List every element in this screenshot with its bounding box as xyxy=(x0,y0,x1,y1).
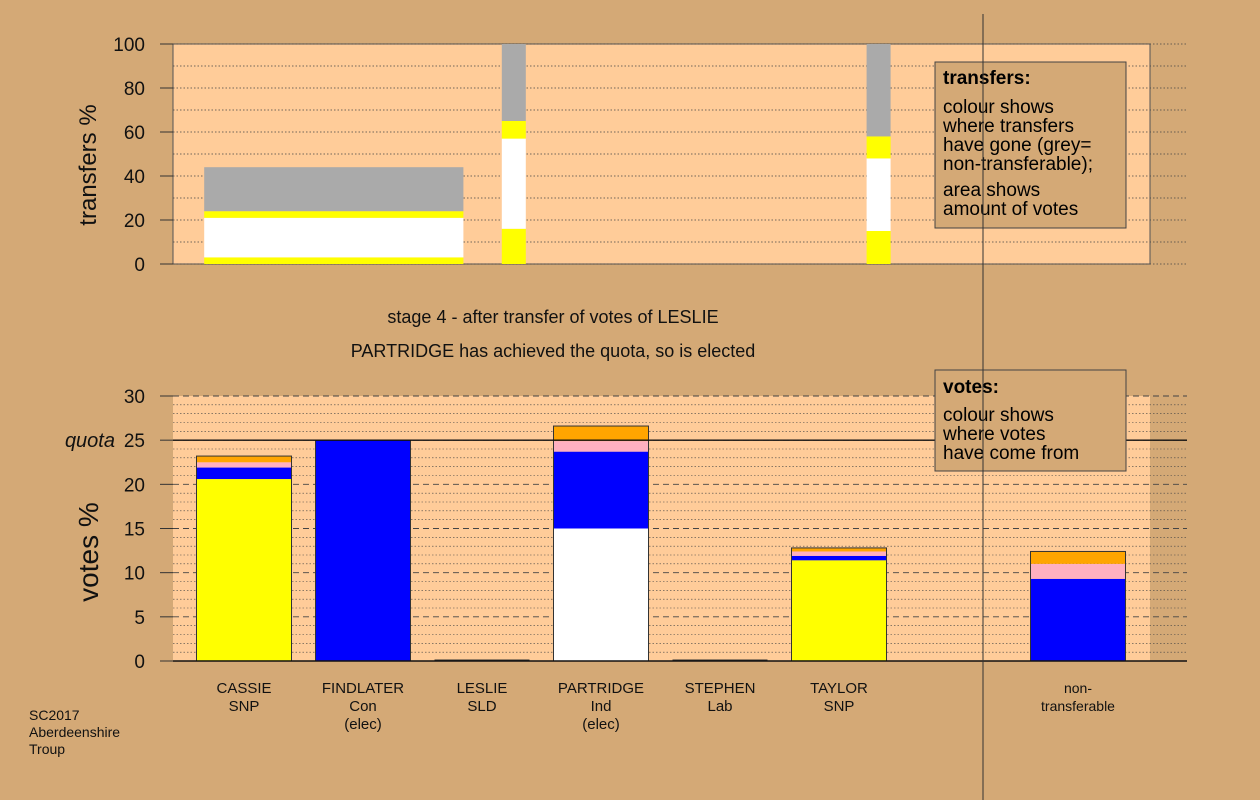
category-label: Ind xyxy=(591,698,612,715)
transfers-bar-segment xyxy=(204,167,464,212)
votes-legend-line: colour shows xyxy=(943,405,1054,426)
transfers-legend-line: where transfers xyxy=(942,116,1074,137)
category-label: PARTRIDGE xyxy=(558,680,644,697)
transfers-bar-segment xyxy=(204,257,464,264)
votes-tick-label: 15 xyxy=(124,520,145,541)
category-label: (elec) xyxy=(582,716,620,733)
transfers-legend: transfers: colour shows where transfers … xyxy=(934,61,1127,229)
transfers-legend-box xyxy=(934,61,1127,229)
category-label: non- xyxy=(1064,680,1092,696)
category-label: SNP xyxy=(824,698,855,715)
transfers-legend-title: transfers: xyxy=(943,68,1031,89)
votes-tick-label: 0 xyxy=(134,652,145,673)
transfers-legend-line: have gone (grey= xyxy=(943,135,1091,156)
transfers-bar-segment xyxy=(866,44,891,137)
votes-bar-segment xyxy=(791,551,887,556)
votes-bar-segment xyxy=(196,467,292,480)
votes-bar-segment xyxy=(315,440,411,661)
transfers-bars xyxy=(204,44,891,264)
votes-bar-segment xyxy=(553,528,649,661)
votes-bar-segment xyxy=(791,560,887,661)
transfers-tick-label: 20 xyxy=(124,211,145,232)
votes-tick-label: 25 xyxy=(124,431,145,452)
transfers-panel: 0 20 40 60 80 100 transfers % transfers: colo… xyxy=(75,35,1187,276)
transfers-legend-line: non-transferable); xyxy=(943,154,1093,175)
votes-y-axis-label: votes % xyxy=(73,502,104,602)
category-label: Lab xyxy=(707,698,732,715)
votes-category-labels: CASSIESNPFINDLATERCon(elec)LESLIESLDPART… xyxy=(216,680,1115,733)
category-label: (elec) xyxy=(344,716,382,733)
footer-line: SC2017 xyxy=(29,707,80,723)
votes-bars xyxy=(196,425,1126,662)
votes-bar-segment xyxy=(196,456,292,463)
votes-tick-label: 5 xyxy=(134,608,145,629)
category-label: SNP xyxy=(229,698,260,715)
transfers-bar-segment xyxy=(204,211,464,218)
footer-line: Aberdeenshire xyxy=(29,724,120,740)
votes-bar-segment xyxy=(553,426,649,442)
votes-bar-segment xyxy=(1030,551,1126,564)
votes-tick-label: 20 xyxy=(124,475,145,496)
transfers-tick-label: 0 xyxy=(134,255,145,276)
stage-title: stage 4 - after transfer of votes of LES… xyxy=(387,307,718,327)
footer: SC2017 Aberdeenshire Troup xyxy=(29,707,120,757)
votes-bar-segment xyxy=(1030,578,1126,661)
transfers-y-axis-label: transfers % xyxy=(75,104,102,225)
votes-tick-label: 30 xyxy=(124,387,145,408)
transfers-bar-segment xyxy=(866,158,891,231)
category-label: FINDLATER xyxy=(322,680,404,697)
votes-legend-line: have come from xyxy=(943,443,1079,464)
footer-line: Troup xyxy=(29,741,65,757)
stage-subtitle: PARTRIDGE has achieved the quota, so is … xyxy=(351,341,756,361)
category-label: TAYLOR xyxy=(810,680,868,697)
category-label: CASSIE xyxy=(216,680,271,697)
votes-tick-label: 10 xyxy=(124,564,145,585)
votes-y-ticks: 0 5 10 15 20 25 30 xyxy=(124,387,173,673)
votes-bar-segment xyxy=(791,555,887,561)
transfers-tick-label: 80 xyxy=(124,79,145,100)
transfers-legend-line: colour shows xyxy=(943,97,1054,118)
votes-bar-segment xyxy=(196,479,292,661)
votes-legend: votes: colour shows where votes have com… xyxy=(934,369,1127,472)
transfers-bar-segment xyxy=(501,44,526,121)
transfers-legend-line: amount of votes xyxy=(943,199,1078,220)
category-label: Con xyxy=(349,698,377,715)
transfers-bar-segment xyxy=(866,136,891,159)
category-label: LESLIE xyxy=(457,680,508,697)
votes-legend-line: where votes xyxy=(942,424,1045,445)
votes-bar-segment xyxy=(791,547,887,552)
votes-bar-segment xyxy=(553,441,649,452)
votes-legend-box xyxy=(934,369,1127,472)
transfers-bar-segment xyxy=(866,231,891,264)
transfers-bar-segment xyxy=(204,217,464,258)
transfers-bar-segment xyxy=(501,228,526,264)
transfers-tick-label: 40 xyxy=(124,167,145,188)
category-label: STEPHEN xyxy=(685,680,756,697)
transfers-bar-segment xyxy=(501,121,526,139)
transfers-bar-segment xyxy=(501,138,526,229)
quota-label: quota xyxy=(65,430,115,452)
transfers-tick-label: 60 xyxy=(124,123,145,144)
transfers-tick-label: 100 xyxy=(113,35,145,56)
votes-bar-segment xyxy=(1030,563,1126,579)
transfers-y-ticks: 0 20 40 60 80 100 xyxy=(113,35,173,276)
votes-bar-segment xyxy=(553,451,649,529)
category-label: transferable xyxy=(1041,698,1115,714)
votes-bar-segment xyxy=(196,462,292,468)
votes-legend-title: votes: xyxy=(943,377,999,398)
transfers-legend-line: area shows xyxy=(943,180,1040,201)
category-label: SLD xyxy=(467,698,496,715)
